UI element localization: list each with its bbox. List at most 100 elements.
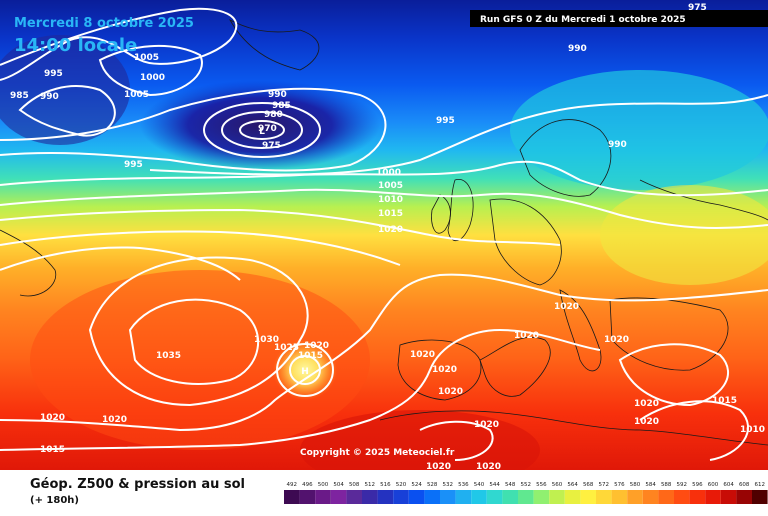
scale-label: 568 (583, 482, 594, 488)
azores-high-core (273, 340, 337, 400)
isobar-label: 990 (268, 90, 287, 100)
scale-swatch (611, 490, 628, 504)
scale-swatch (315, 490, 331, 504)
scale-label: 564 (567, 482, 578, 488)
isobar-label: 1030 (254, 335, 279, 345)
isobar-label: 1020 (410, 350, 435, 360)
isobar-label: 1010 (740, 425, 765, 435)
scale-label: 584 (645, 482, 656, 488)
isobar-label: 975 (688, 3, 707, 13)
isobar-label: 980 (264, 110, 283, 120)
svg-text:H: H (301, 367, 309, 377)
scale-label: 560 (552, 482, 563, 488)
scale-swatch (596, 490, 612, 504)
scale-swatch (627, 490, 643, 504)
scale-swatch (689, 490, 706, 504)
scale-label: 492 (287, 482, 298, 488)
forecast-date: Mercredi 8 octobre 2025 (14, 16, 194, 31)
isobar-label: 985 (10, 91, 29, 101)
isobar-label: 1015 (712, 396, 737, 406)
isobar-label: 1000 (140, 73, 165, 83)
scale-swatch (440, 490, 456, 504)
isobar-label: 1005 (378, 181, 403, 191)
scale-label: 588 (661, 482, 672, 488)
scale-label: 592 (677, 482, 688, 488)
isobar-label: 1010 (378, 195, 403, 205)
isobar-label: 1020 (476, 462, 501, 472)
isobar-label: 1000 (376, 168, 401, 178)
isobar-label: 1020 (378, 225, 403, 235)
scale-swatch (720, 490, 737, 504)
isobar-label: 1020 (438, 387, 463, 397)
isobar-label: 995 (436, 116, 455, 126)
isobar-label: 995 (44, 69, 63, 79)
isobar-labels: 975 985 990 995 1005 1000 1005 990 985 9… (10, 3, 765, 472)
atlantic-ridge-shading (30, 270, 370, 450)
scale-swatch (330, 490, 347, 504)
scale-swatch (580, 490, 596, 504)
scale-label: 516 (380, 482, 391, 488)
low-pressure-center-icon: L (259, 127, 265, 137)
scale-swatch (299, 490, 316, 504)
isobar-label: 975 (262, 141, 281, 151)
scale-swatch (455, 490, 472, 504)
forecast-time: 14:00 locale (14, 35, 137, 56)
scale-swatch (642, 490, 659, 504)
isobar-label: 1015 (378, 209, 403, 219)
isobar-label: 1020 (604, 335, 629, 345)
scale-label: 600 (708, 482, 719, 488)
scale-swatch (564, 490, 581, 504)
scale-label: 544 (489, 482, 500, 488)
scale-label: 512 (365, 482, 376, 488)
scale-label: 532 (443, 482, 454, 488)
scale-label: 508 (349, 482, 360, 488)
scale-label: 540 (474, 482, 485, 488)
isobar-label: 970 (258, 124, 277, 134)
isobar-label: 1020 (474, 420, 499, 430)
high-pressure-center-icon: H (301, 367, 309, 377)
scale-swatch (502, 490, 518, 504)
isobar-label: 1035 (156, 351, 181, 361)
isobar-label: 1020 (304, 341, 329, 351)
isobar-label: 995 (124, 160, 143, 170)
isobar-label: 990 (40, 92, 59, 102)
isobar-label: 1020 (426, 462, 451, 472)
eastern-ridge-shading (600, 185, 768, 285)
legend-title: Géop. Z500 & pression au sol (30, 477, 245, 492)
scale-label: 528 (427, 482, 438, 488)
scale-label: 504 (333, 482, 344, 488)
copyright-text: Copyright © 2025 Meteociel.fr (300, 448, 455, 458)
scale-label: 552 (521, 482, 532, 488)
scale-swatch (736, 490, 752, 504)
coastlines (0, 19, 768, 446)
scale-label: 576 (614, 482, 625, 488)
scale-label: 524 (411, 482, 422, 488)
isobar-label: 1020 (102, 415, 127, 425)
scale-swatch (518, 490, 534, 504)
run-info-text: Run GFS 0 Z du Mercredi 1 octobre 2025 (480, 15, 686, 25)
isobar-label: 1015 (298, 351, 323, 361)
scale-swatch (408, 490, 425, 504)
isobar-label: 1025 (274, 343, 299, 353)
legend-subtitle: (+ 180h) (30, 495, 79, 506)
isobar-label: 1020 (40, 413, 65, 423)
scale-label: 572 (599, 482, 610, 488)
scale-swatch (486, 490, 503, 504)
scale-label: 500 (318, 482, 329, 488)
scale-swatch (393, 490, 409, 504)
color-scale: 492 496 500 504 508 512 516 520 524 528 532 536 540 5… (284, 482, 768, 504)
scale-swatch (346, 490, 362, 504)
scale-swatch (533, 490, 550, 504)
scale-label: 536 (458, 482, 469, 488)
isobar-label: 1020 (554, 302, 579, 312)
scale-swatch (705, 490, 721, 504)
run-info-box (470, 10, 768, 27)
isobar-label: 1020 (432, 365, 457, 375)
isobar-label: 1020 (634, 417, 659, 427)
svg-text:L: L (259, 127, 265, 137)
scale-label: 496 (302, 482, 313, 488)
scale-swatch (362, 490, 378, 504)
scale-label: 520 (396, 482, 407, 488)
